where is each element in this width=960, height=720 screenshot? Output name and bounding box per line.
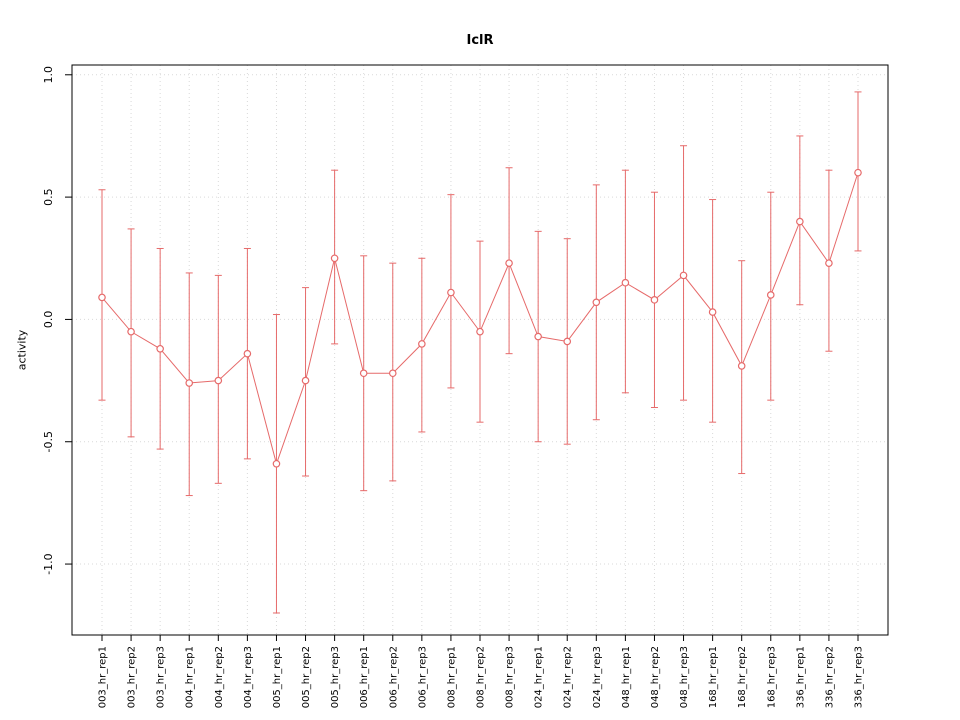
chart-title: IclR — [466, 33, 494, 48]
x-tick-label: 003_hr_rep1 — [98, 646, 109, 708]
data-point — [359, 369, 368, 378]
y-tick-label: 1.0 — [42, 66, 55, 84]
x-tick-label: 004_hr_rep3 — [243, 646, 254, 708]
x-tick-label: 024_hr_rep2 — [563, 646, 574, 708]
x-tick-label: 168_hr_rep2 — [737, 646, 748, 708]
data-point — [418, 340, 426, 348]
data-point — [621, 278, 630, 287]
data-point — [330, 254, 339, 263]
x-tick-label: 006_hr_rep3 — [417, 646, 428, 708]
x-tick-label: 008_hr_rep1 — [446, 646, 457, 708]
data-point — [679, 271, 688, 280]
y-tick-label: 0.0 — [42, 311, 55, 329]
data-point — [272, 459, 281, 468]
data-point — [796, 217, 804, 226]
data-point — [447, 288, 455, 297]
data-point — [854, 168, 862, 177]
x-tick-label: 168_hr_rep1 — [708, 646, 719, 708]
data-point — [563, 337, 572, 346]
data-point — [650, 296, 659, 304]
data-point — [534, 332, 542, 341]
x-tick-label: 005_hr_rep1 — [272, 646, 283, 708]
x-tick-label: 004_hr_rep2 — [214, 646, 225, 708]
data-point — [388, 369, 397, 378]
data-point — [243, 349, 252, 358]
x-tick-label: 024_hr_rep3 — [592, 646, 603, 708]
data-point — [301, 376, 310, 385]
x-tick-label: 336_hr_rep2 — [824, 646, 835, 708]
data-point — [214, 376, 223, 385]
data-point — [156, 344, 164, 353]
x-tick-label: 048_hr_rep2 — [650, 646, 661, 708]
data-point — [185, 379, 194, 387]
data-point — [825, 259, 833, 267]
data-point — [592, 298, 601, 307]
x-tick-label: 336_hr_rep1 — [795, 646, 806, 708]
x-tick-label: 005_hr_rep2 — [301, 646, 312, 708]
y-tick-label: -0.5 — [42, 431, 55, 452]
x-tick-label: 048_hr_rep3 — [679, 646, 690, 708]
data-point — [505, 259, 513, 267]
x-tick-label: 048_hr_rep1 — [621, 646, 632, 708]
data-point — [98, 293, 106, 302]
data-point — [476, 327, 484, 336]
x-tick-label: 006_hr_rep2 — [388, 646, 399, 708]
x-tick-label: 008_hr_rep3 — [505, 646, 516, 708]
x-tick-label: 168_hr_rep3 — [766, 646, 777, 708]
data-point — [708, 308, 717, 316]
x-tick-label: 004_hr_rep1 — [185, 646, 196, 708]
y-tick-label: -1.0 — [42, 553, 55, 574]
data-point — [737, 362, 746, 370]
x-tick-label: 003_hr_rep3 — [156, 646, 167, 708]
data-point — [127, 327, 135, 336]
x-tick-label: 006_hr_rep1 — [359, 646, 370, 708]
x-tick-label: 005_hr_rep3 — [330, 646, 341, 708]
data-point — [766, 291, 775, 299]
x-tick-label: 024_hr_rep1 — [534, 646, 545, 708]
y-tick-label: 0.5 — [42, 188, 55, 206]
x-tick-label: 336_hr_rep3 — [854, 646, 865, 708]
x-tick-label: 008_hr_rep2 — [476, 646, 487, 708]
x-tick-label: 003_hr_rep2 — [127, 646, 138, 708]
